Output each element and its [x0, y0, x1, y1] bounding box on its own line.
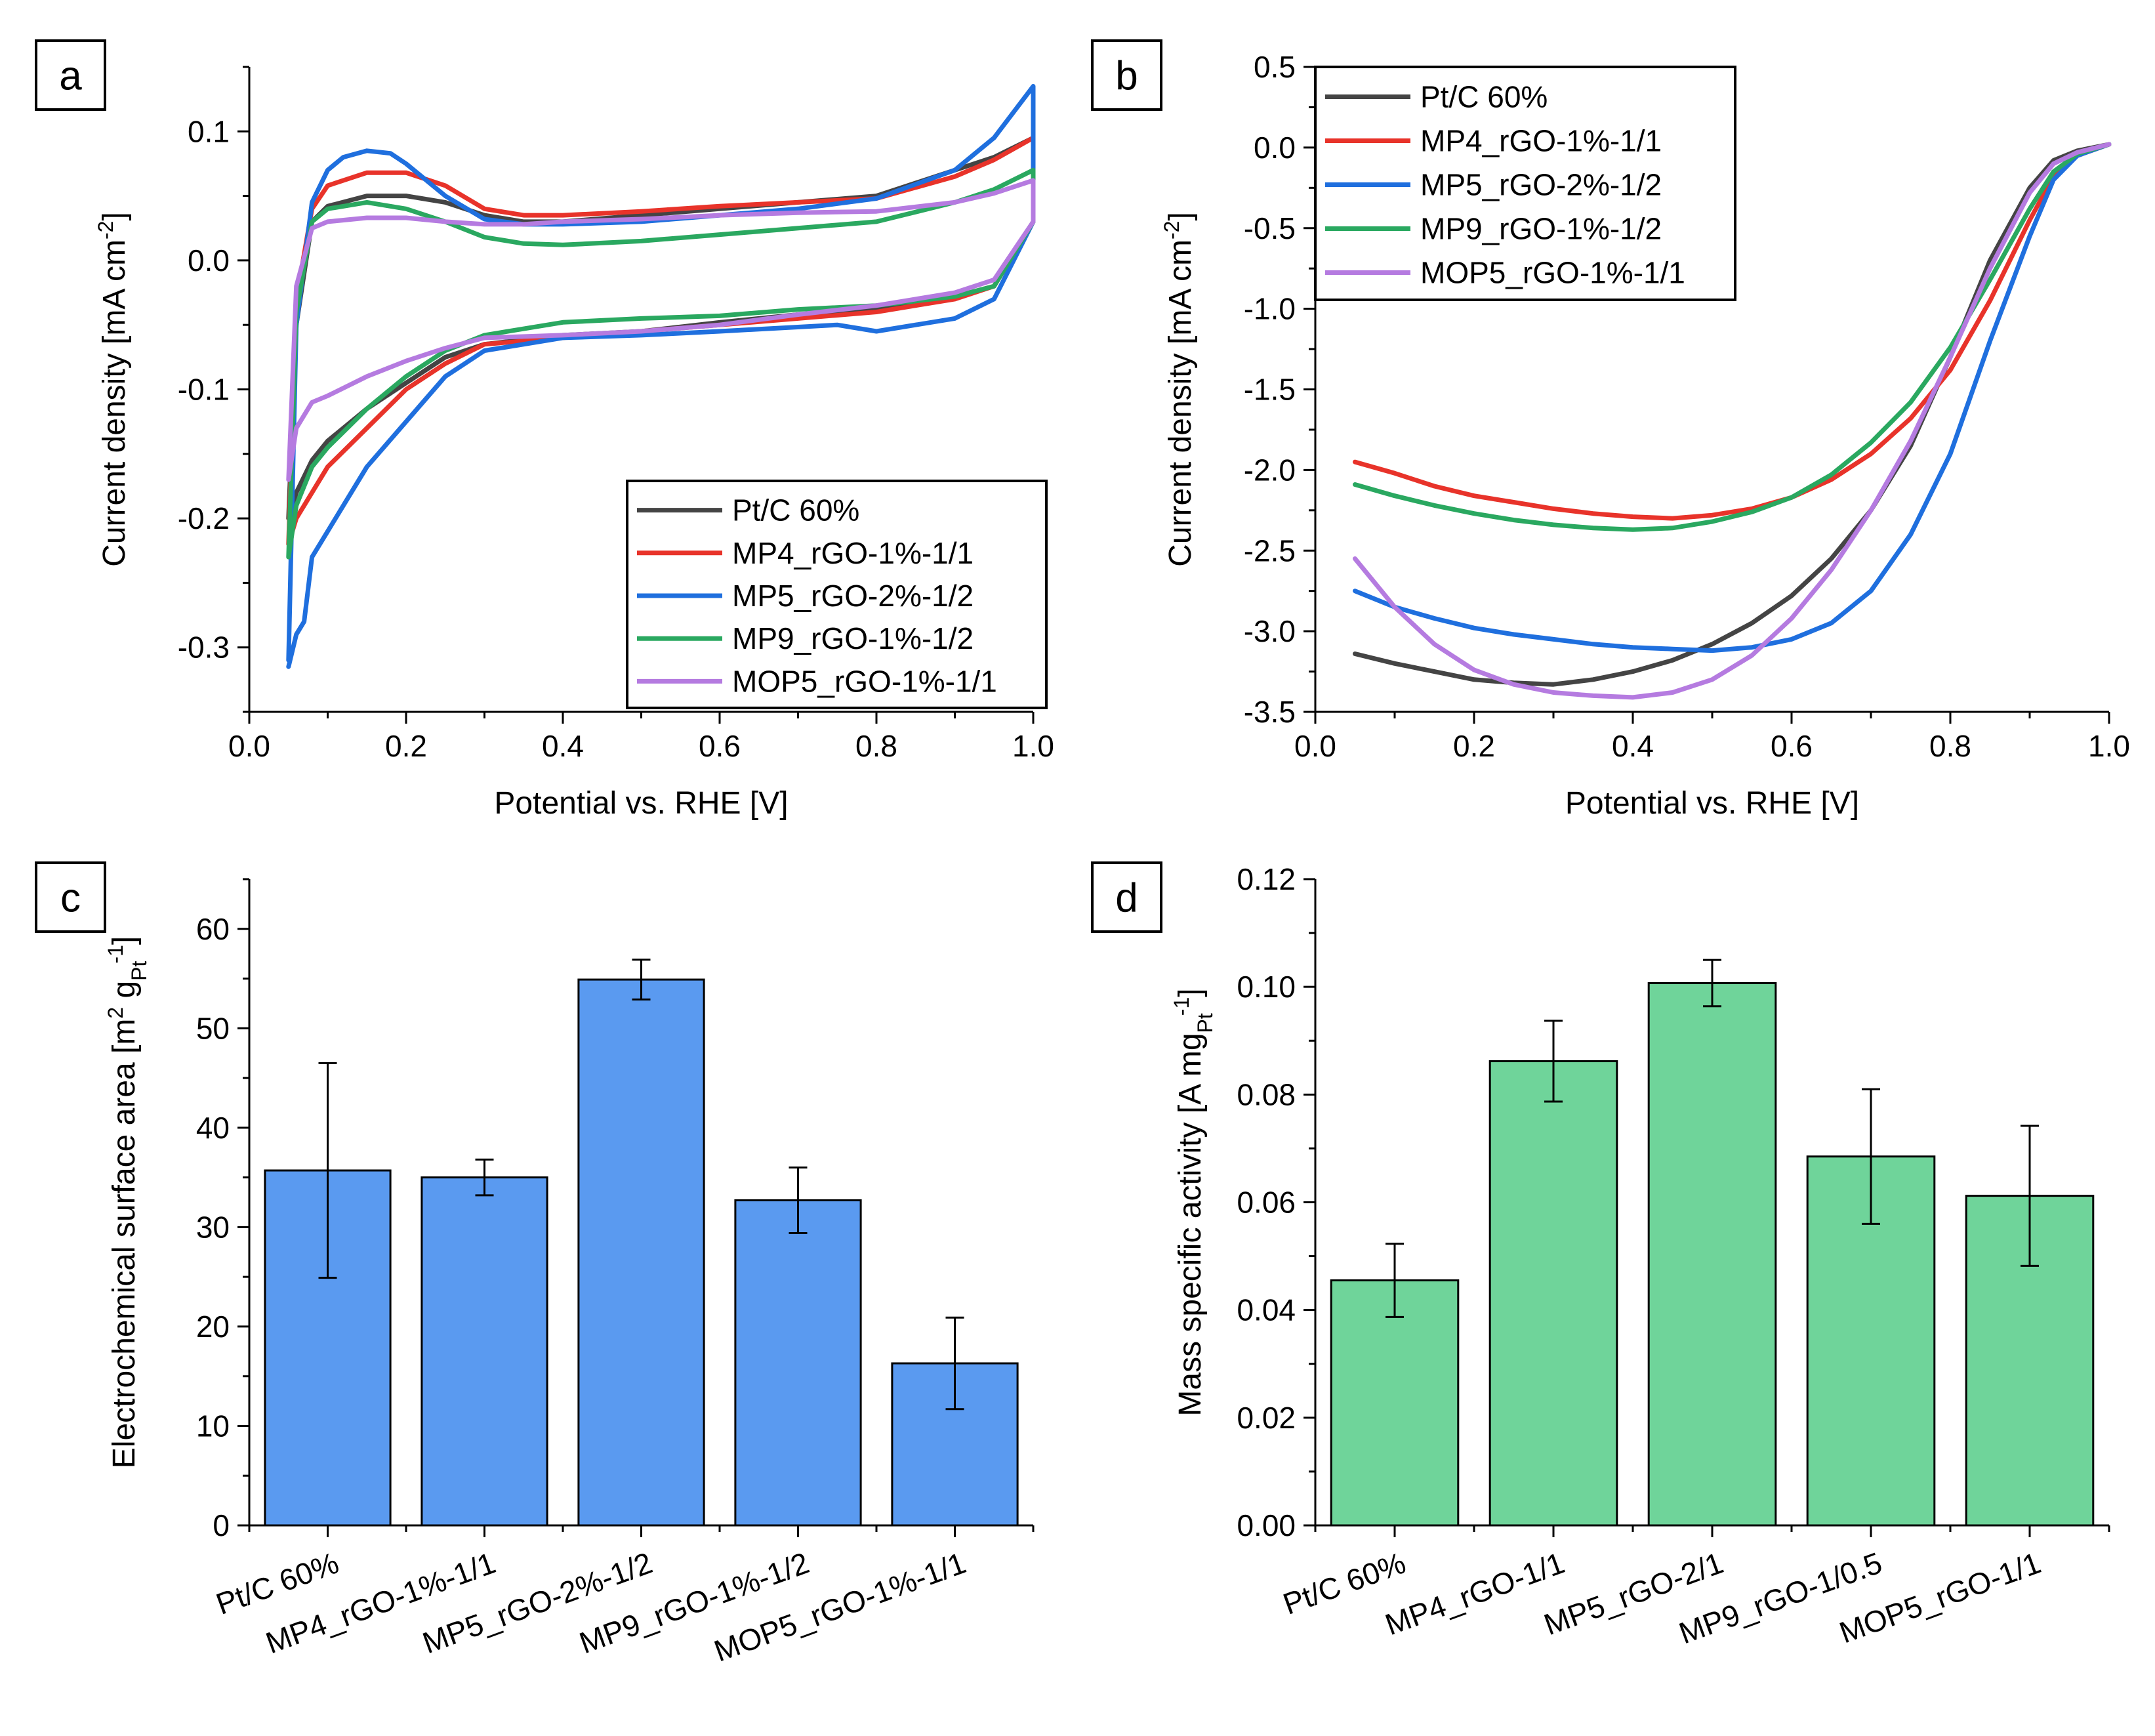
- y-tick-label: -3.0: [1244, 614, 1296, 648]
- panel-letter: c: [60, 876, 81, 921]
- x-axis-label: Potential vs. RHE [V]: [1565, 786, 1859, 821]
- legend-entry: MP4_rGO-1%-1/1: [1420, 124, 1662, 158]
- y-tick-label: -0.3: [178, 630, 230, 665]
- y-tick-label: -0.1: [178, 373, 230, 407]
- x-tick-label: 0.6: [699, 729, 741, 763]
- legend-entry: Pt/C 60%: [1420, 80, 1548, 114]
- legend-entry: MOP5_rGO-1%-1/1: [732, 664, 997, 698]
- y-tick-label: 0.0: [188, 243, 230, 278]
- panel-letter: a: [59, 54, 82, 99]
- y-tick-label: 0.08: [1237, 1077, 1296, 1111]
- y-axis-label: Electrochemical surface area [m2 gPt-1]: [104, 936, 151, 1468]
- x-axis-label: Potential vs. RHE [V]: [494, 786, 788, 821]
- panel-letter-box: [35, 861, 106, 933]
- y-tick-label: -3.5: [1244, 695, 1296, 729]
- y-axis-label-subscript: Pt: [1193, 1013, 1217, 1033]
- y-axis-label-tail: ]: [107, 936, 142, 945]
- y-tick-label: 0.04: [1237, 1293, 1296, 1327]
- panel-a-cyclic-voltammetry: -0.3 -0.2 -0.1 0.0 0.1 0.0 0.2 0.4 0.6 0.8 1.0 Pt/C…: [35, 39, 1054, 821]
- y-axis-label-tail: ]: [1163, 212, 1198, 220]
- x-tick-label: 0.8: [1929, 729, 1971, 763]
- y-axis-label: Current density [mA cm-2]: [1160, 212, 1198, 567]
- x-tick-label: 0.0: [228, 729, 270, 763]
- series-line: [1353, 142, 2112, 653]
- x-tick-label: 0.2: [385, 729, 427, 763]
- legend-entry: MP4_rGO-1%-1/1: [732, 536, 974, 570]
- panel-letter: b: [1115, 54, 1138, 99]
- y-axis-label: Current density [mA cm-2]: [94, 212, 132, 567]
- y-axis-label-superscript: 2: [104, 1007, 127, 1019]
- x-tick-label: 1.0: [1012, 729, 1054, 763]
- y-tick-label: -0.2: [178, 501, 230, 535]
- panel-letter-box: [1091, 39, 1162, 111]
- y-tick-label: 0.5: [1254, 50, 1296, 84]
- x-tick-label: 0.8: [855, 729, 897, 763]
- bar: [577, 978, 705, 1527]
- y-axis-label-superscript: -1: [104, 945, 127, 963]
- y-tick-label: -1.0: [1244, 292, 1296, 326]
- y-axis-label-superscript: -2: [1160, 221, 1183, 239]
- panel-letter-box: [35, 39, 106, 111]
- y-tick-label: 0.06: [1237, 1186, 1296, 1220]
- y-axis-label-main: Electrochemical surface area [m: [107, 1019, 142, 1469]
- y-tick-label: 20: [196, 1310, 230, 1344]
- bar: [891, 1362, 1019, 1527]
- y-tick-label: -2.0: [1244, 453, 1296, 487]
- panel-b-orr-polarization: -3.5 -3.0 -2.5 -2.0 -1.5 -1.0 -0.5 0.0 0.5 0.0 0.2…: [1091, 39, 2130, 821]
- y-tick-label: 0.00: [1237, 1508, 1296, 1542]
- y-axis-label-subscript: Pt: [127, 961, 151, 980]
- y-tick-label: 30: [196, 1210, 230, 1244]
- y-tick-label: 0: [213, 1508, 230, 1542]
- y-tick-label: 0.10: [1237, 970, 1296, 1004]
- y-tick-label: 0.0: [1254, 131, 1296, 165]
- y-tick-label: -1.5: [1244, 373, 1296, 407]
- series-line: [1353, 142, 2112, 687]
- legend-entry: MP5_rGO-2%-1/2: [732, 579, 974, 613]
- y-tick-label: 0.1: [188, 114, 230, 148]
- y-axis-label-superscript: -1: [1170, 997, 1193, 1016]
- series-line: [1353, 142, 2112, 700]
- y-tick-label: 60: [196, 912, 230, 946]
- y-axis-label-tail: ]: [1173, 988, 1208, 997]
- y-tick-label: 40: [196, 1111, 230, 1145]
- y-axis-label-main: Current density [mA cm: [97, 239, 132, 567]
- bar: [1647, 982, 1777, 1527]
- bar: [421, 1176, 548, 1527]
- series-line: [1353, 142, 2112, 532]
- y-axis-label-middle: g: [107, 981, 142, 1007]
- x-tick-label: 1.0: [2088, 729, 2130, 763]
- x-tick-label: 0.0: [1294, 729, 1336, 763]
- series-line: [286, 167, 1036, 560]
- bar: [1330, 1279, 1460, 1527]
- legend-entry: MP9_rGO-1%-1/2: [1420, 212, 1662, 246]
- y-tick-label: 0.12: [1237, 862, 1296, 896]
- legend-entry: MP5_rGO-2%-1/2: [1420, 168, 1662, 202]
- series-line: [1353, 142, 2112, 521]
- y-tick-label: -0.5: [1244, 211, 1296, 245]
- legend-entry: MP9_rGO-1%-1/2: [732, 621, 974, 655]
- legend-entry: Pt/C 60%: [732, 493, 859, 527]
- y-axis-label-tail: ]: [97, 212, 132, 220]
- panel-letter: d: [1115, 876, 1138, 921]
- x-tick-label: 0.6: [1771, 729, 1813, 763]
- series-line: [286, 84, 1036, 669]
- y-tick-label: 10: [196, 1409, 230, 1443]
- y-tick-label: 0.02: [1237, 1401, 1296, 1435]
- bar: [1488, 1060, 1618, 1527]
- y-axis-label-main: Mass specific activity [A mg: [1173, 1033, 1208, 1416]
- y-axis-label: Mass specific activity [A mgPt-1]: [1170, 988, 1217, 1416]
- x-tick-label: 0.4: [1612, 729, 1654, 763]
- x-tick-label: 0.2: [1453, 729, 1495, 763]
- panel-letter-box: [1091, 861, 1162, 933]
- legend-entry: MOP5_rGO-1%-1/1: [1420, 256, 1685, 290]
- bar: [734, 1199, 862, 1527]
- x-tick-label: 0.4: [542, 729, 584, 763]
- y-tick-label: -2.5: [1244, 533, 1296, 568]
- y-axis-label-main: Current density [mA cm: [1163, 239, 1198, 567]
- y-tick-label: 50: [196, 1011, 230, 1045]
- y-axis-label-superscript: -2: [94, 221, 117, 239]
- series-line: [286, 178, 1036, 482]
